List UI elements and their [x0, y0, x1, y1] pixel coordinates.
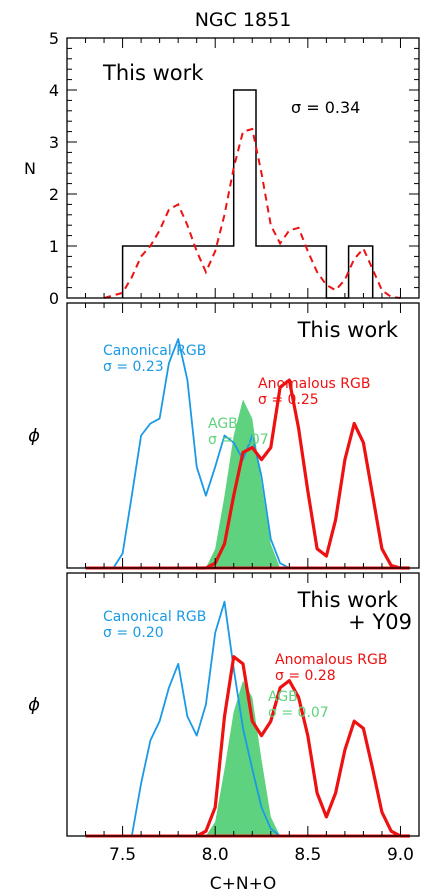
x-tick-label: 7.5	[109, 845, 136, 865]
y-tick-label: 1	[49, 237, 59, 256]
kde-curve	[103, 127, 401, 299]
legend-anomalous-rgb-sigma: σ = 0.28	[275, 668, 336, 684]
legend-canonical-rgb-sigma: σ = 0.20	[103, 625, 164, 641]
legend-agb: AGB	[208, 416, 238, 432]
panel-annotation-line: This work	[297, 318, 399, 342]
legend-canonical-rgb: Canonical RGB	[103, 609, 206, 625]
panel-annotation-line: This work	[297, 588, 399, 612]
legend-anomalous-rgb: Anomalous RGB	[275, 652, 388, 668]
panel-frame	[66, 302, 420, 569]
y-tick-label: 3	[49, 133, 59, 152]
y-tick-label: 5	[49, 29, 59, 48]
histogram-bar	[280, 246, 302, 298]
series-anomalous-rgb-line	[196, 378, 410, 570]
series-canonical-rgb-line	[130, 600, 290, 837]
histogram-bar	[178, 246, 197, 298]
series-anomalous-rgb-line	[195, 655, 410, 838]
legend-canonical-rgb: Canonical RGB	[103, 343, 206, 359]
x-tick-label: 9.0	[387, 845, 414, 865]
legend-agb-sigma: σ = 0.07	[208, 432, 269, 448]
histogram-bar	[302, 246, 326, 298]
panel-frame	[66, 572, 420, 837]
x-tick-label: 8.0	[202, 845, 229, 865]
figure-title: NGC 1851	[195, 9, 292, 31]
legend-canonical-rgb-sigma: σ = 0.23	[103, 359, 164, 375]
y-axis-label: N	[24, 159, 36, 178]
histogram-bar	[123, 246, 142, 298]
legend-agb-sigma: σ = 0.07	[268, 705, 329, 721]
histogram-bar	[160, 246, 179, 298]
x-tick-label: 8.5	[294, 845, 321, 865]
y-tick-label: 2	[49, 185, 59, 204]
series-canonical-rgb-line	[112, 338, 290, 569]
histogram-outline	[121, 89, 374, 299]
histogram-bar	[256, 246, 280, 298]
panel-frame	[66, 37, 420, 299]
legend-anomalous-rgb-sigma: σ = 0.25	[258, 392, 319, 408]
sigma-label: σ = 0.34	[291, 98, 360, 117]
x-axis-label: C+N+O	[210, 874, 276, 894]
legend-anomalous-rgb: Anomalous RGB	[258, 376, 371, 392]
panel-annotation-line: + Y09	[348, 610, 412, 634]
series-agb-area	[205, 399, 281, 568]
histogram-bar	[215, 246, 234, 298]
y-tick-label: 0	[49, 289, 59, 308]
panel-top: This work σ = 0.34 0 1 2 3 4 5 N	[24, 29, 420, 308]
histogram-bar	[234, 90, 256, 298]
legend-agb: AGB	[268, 689, 298, 705]
y-axis-label: ϕ	[28, 426, 40, 447]
histogram-bar	[349, 246, 373, 298]
y-axis-label: ϕ	[28, 695, 40, 716]
y-tick-label: 4	[49, 81, 59, 100]
series-agb-area	[205, 680, 281, 836]
panel-annotation: This work + Y09	[297, 588, 412, 634]
panel-annotation: This work	[102, 61, 204, 85]
panel-annotation: This work	[297, 318, 399, 342]
